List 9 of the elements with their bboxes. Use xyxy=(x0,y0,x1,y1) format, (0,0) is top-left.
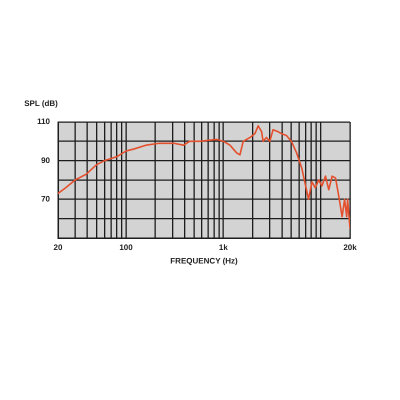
x-axis-title: FREQUENCY (Hz) xyxy=(170,256,238,266)
y-axis-title: SPL (dB) xyxy=(24,99,58,108)
x-tick-label: 20k xyxy=(343,243,358,252)
y-tick-label: 90 xyxy=(41,156,51,165)
x-tick-label: 100 xyxy=(119,243,134,252)
x-tick-label: 1k xyxy=(218,243,228,252)
x-tick-label: 20 xyxy=(54,243,63,252)
y-tick-label: 70 xyxy=(41,194,51,204)
y-tick-label: 110 xyxy=(37,117,51,126)
